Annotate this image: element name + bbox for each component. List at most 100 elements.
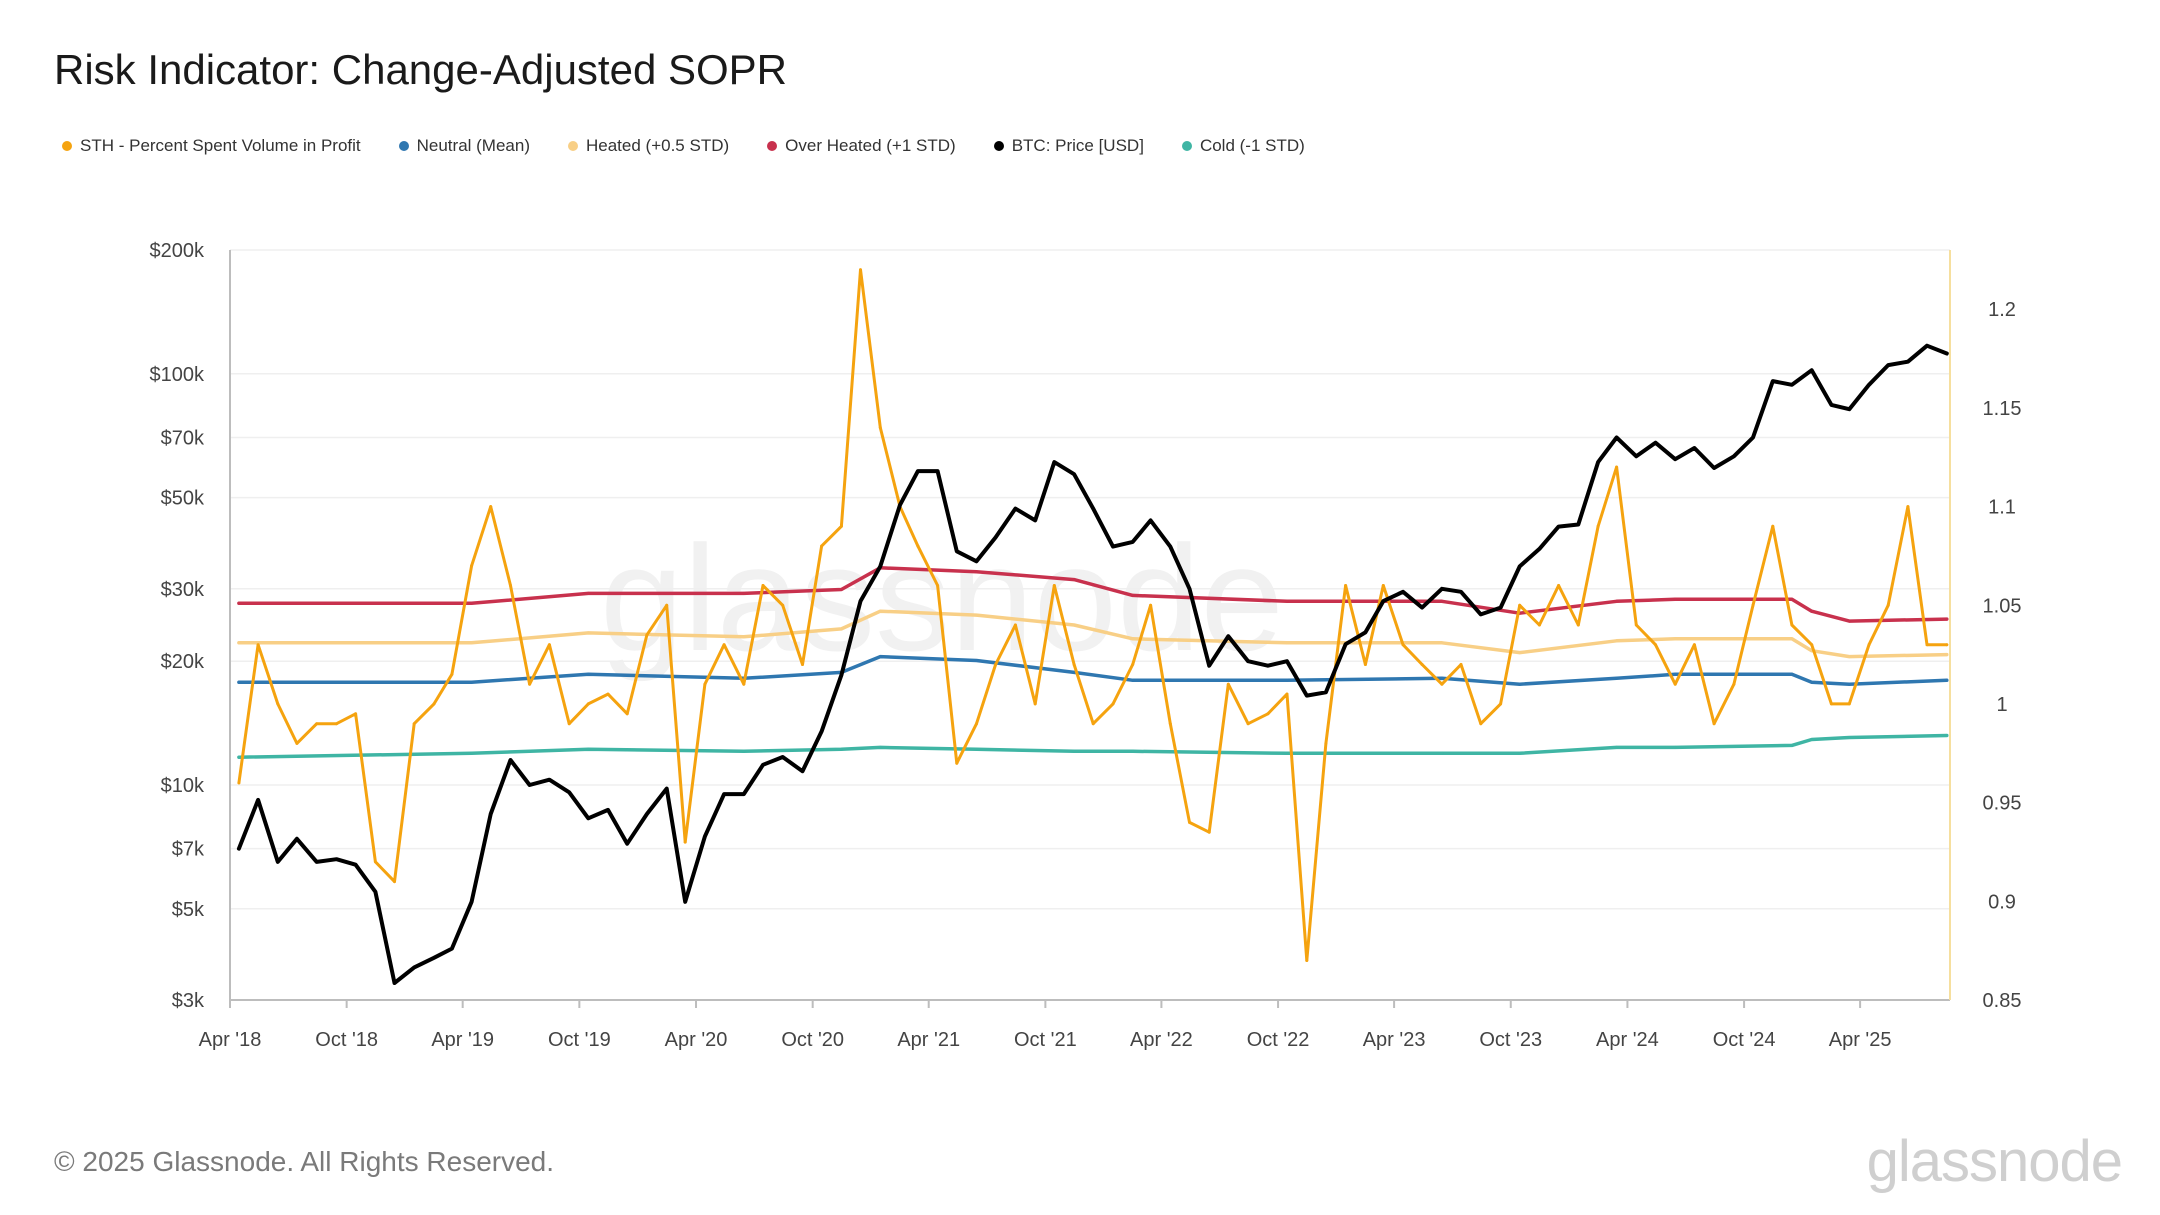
data-point-btc-price-usd <box>645 812 649 816</box>
data-point-over-heated-1-std <box>1131 593 1135 597</box>
data-point-sth-percent-spent-volume-in-profit <box>1906 505 1910 509</box>
data-point-btc-price-usd <box>1810 368 1814 372</box>
data-point-btc-price-usd <box>256 798 260 802</box>
x-tick-label: Oct '19 <box>548 1029 611 1051</box>
data-point-sth-percent-spent-volume-in-profit <box>703 682 707 686</box>
data-point-heated-0-5-std <box>1615 639 1619 643</box>
data-point-btc-price-usd <box>1381 599 1385 603</box>
data-point-btc-price-usd <box>781 755 785 759</box>
data-point-sth-percent-spent-volume-in-profit <box>1459 663 1463 666</box>
legend-item[interactable]: BTC: Price [USD] <box>993 136 1144 156</box>
data-point-neutral-mean <box>1673 672 1677 676</box>
x-tick-label: Apr '19 <box>431 1029 494 1051</box>
data-point-sth-percent-spent-volume-in-profit <box>936 584 940 587</box>
legend-item[interactable]: Neutral (Mean) <box>398 136 530 156</box>
data-point-sth-percent-spent-volume-in-profit <box>1829 702 1833 706</box>
data-point-sth-percent-spent-volume-in-profit <box>354 712 358 716</box>
data-point-btc-price-usd <box>1790 383 1794 387</box>
data-point-btc-price-usd <box>1692 446 1696 450</box>
data-point-btc-price-usd <box>625 842 629 846</box>
data-point-btc-price-usd <box>820 729 824 733</box>
data-point-btc-price-usd <box>547 778 551 782</box>
axes <box>229 250 1951 1008</box>
data-point-sth-percent-spent-volume-in-profit <box>1246 722 1250 726</box>
data-point-sth-percent-spent-volume-in-profit <box>859 268 862 272</box>
data-point-sth-percent-spent-volume-in-profit <box>509 584 512 587</box>
data-point-over-heated-1-std <box>586 591 590 595</box>
data-point-btc-price-usd <box>1401 590 1405 594</box>
data-point-cold-1-std <box>1790 743 1794 747</box>
data-point-btc-price-usd <box>1906 360 1910 364</box>
data-point-btc-price-usd <box>1149 518 1153 522</box>
data-point-btc-price-usd <box>1344 642 1348 646</box>
chart-legend: STH - Percent Spent Volume in Profit Neut… <box>62 136 1343 156</box>
data-point-btc-price-usd <box>1072 472 1076 476</box>
data-point-cold-1-std <box>1131 749 1135 753</box>
data-point-neutral-mean <box>1131 678 1135 682</box>
data-point-cold-1-std <box>1673 745 1677 749</box>
data-point-btc-price-usd <box>1771 379 1775 383</box>
y-right-tick-label: 0.85 <box>1983 990 2022 1012</box>
y-right-tick-label: 1.2 <box>1988 299 2016 321</box>
data-point-sth-percent-spent-volume-in-profit <box>1810 643 1814 647</box>
y-left-tick-label: $30k <box>161 579 205 601</box>
data-point-btc-price-usd <box>1305 694 1309 698</box>
data-point-sth-percent-spent-volume-in-profit <box>528 682 532 686</box>
data-point-btc-price-usd <box>1712 466 1716 470</box>
data-point-over-heated-1-std <box>839 588 843 591</box>
data-point-neutral-mean <box>1847 682 1851 686</box>
data-point-sth-percent-spent-volume-in-profit <box>1168 722 1172 726</box>
data-point-btc-price-usd <box>1654 441 1657 445</box>
y-left-tick-label: $5k <box>172 899 205 921</box>
data-point-heated-0-5-std <box>839 627 843 631</box>
data-point-btc-price-usd <box>665 787 669 791</box>
data-point-btc-price-usd <box>1615 436 1619 439</box>
data-point-sth-percent-spent-volume-in-profit <box>625 712 629 716</box>
data-point-heated-0-5-std <box>975 613 978 617</box>
x-tick-label: Apr '21 <box>897 1029 960 1051</box>
legend-item[interactable]: Over Heated (+1 STD) <box>767 136 956 156</box>
data-point-neutral-mean <box>1440 676 1444 680</box>
data-point-btc-price-usd <box>373 890 377 894</box>
data-point-btc-price-usd <box>1168 545 1172 549</box>
data-point-cold-1-std <box>839 747 843 751</box>
data-point-btc-price-usd <box>1732 454 1736 458</box>
data-point-btc-price-usd <box>1557 525 1561 529</box>
data-point-over-heated-1-std <box>1440 599 1444 603</box>
data-point-cold-1-std <box>470 751 474 755</box>
data-point-btc-price-usd <box>1576 523 1580 526</box>
data-point-sth-percent-spent-volume-in-profit <box>1091 722 1095 726</box>
data-point-btc-price-usd <box>606 808 610 812</box>
data-point-cold-1-std <box>1615 745 1619 749</box>
data-point-btc-price-usd <box>955 549 959 553</box>
brand-logo: glassnode <box>1866 1129 2123 1194</box>
data-point-sth-percent-spent-volume-in-profit <box>1576 623 1580 627</box>
data-point-sth-percent-spent-volume-in-profit <box>1149 603 1153 607</box>
data-point-sth-percent-spent-volume-in-profit <box>820 544 824 548</box>
data-point-sth-percent-spent-volume-in-profit <box>237 781 241 785</box>
legend-item[interactable]: Cold (-1 STD) <box>1181 136 1305 156</box>
data-point-cold-1-std <box>742 749 746 753</box>
data-point-btc-price-usd <box>994 535 998 539</box>
data-point-cold-1-std <box>878 745 882 749</box>
data-point-neutral-mean <box>1285 678 1289 682</box>
data-point-sth-percent-spent-volume-in-profit <box>1654 643 1657 647</box>
data-point-neutral-mean <box>1518 682 1522 686</box>
data-point-neutral-mean <box>975 659 978 662</box>
data-point-sth-percent-spent-volume-in-profit <box>567 722 571 726</box>
data-point-over-heated-1-std <box>1847 619 1851 623</box>
x-tick-label: Apr '20 <box>665 1029 728 1051</box>
data-point-sth-percent-spent-volume-in-profit <box>878 426 882 430</box>
data-point-heated-0-5-std <box>1790 637 1794 641</box>
data-point-over-heated-1-std <box>1810 609 1814 613</box>
legend-dot-icon <box>62 141 72 151</box>
legend-item[interactable]: STH - Percent Spent Volume in Profit <box>62 136 361 156</box>
data-point-over-heated-1-std <box>1072 578 1076 582</box>
data-point-sth-percent-spent-volume-in-profit <box>1712 722 1716 726</box>
data-point-btc-price-usd <box>839 673 843 677</box>
data-point-btc-price-usd <box>412 965 416 969</box>
legend-item[interactable]: Heated (+0.5 STD) <box>568 136 729 156</box>
y-right-tick-label: 1.05 <box>1983 595 2022 617</box>
data-point-heated-0-5-std <box>586 631 590 635</box>
